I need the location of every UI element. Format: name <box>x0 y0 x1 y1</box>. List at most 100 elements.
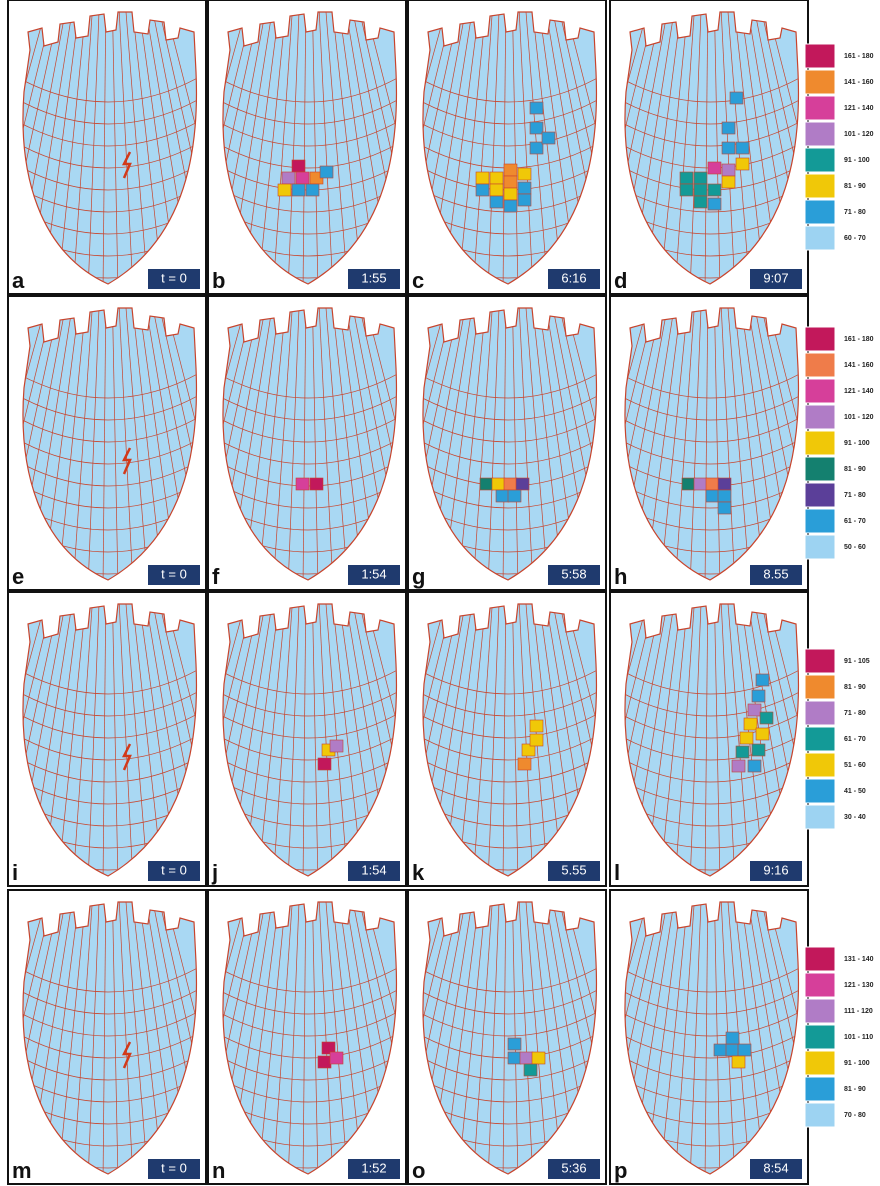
time-label: t = 0 <box>161 1160 187 1175</box>
legend-swatch <box>805 805 835 829</box>
marked-cell <box>508 1038 521 1050</box>
panel: d9:07 <box>570 0 840 294</box>
legend-swatch <box>805 483 835 507</box>
panel-letter: f <box>212 564 220 589</box>
time-label: 9:07 <box>763 270 788 285</box>
marked-cell <box>530 720 543 732</box>
panel: m t = 0 <box>0 890 238 1184</box>
panel: h 8.55 <box>570 296 840 590</box>
legend-label: 81 - 90 <box>844 466 866 473</box>
marked-cell <box>530 122 543 134</box>
marked-cell <box>504 478 517 490</box>
marked-cell <box>508 490 521 502</box>
legend-label: 81 - 90 <box>844 684 866 691</box>
legend-swatch <box>805 753 835 777</box>
legend-swatch <box>805 535 835 559</box>
legend-label: 101 - 120 <box>844 131 874 138</box>
legend-label: 161 - 180 <box>844 53 874 60</box>
marked-cell <box>748 704 761 716</box>
legend-label: 50 - 60 <box>844 544 866 551</box>
legend-swatch <box>805 509 835 533</box>
legend-swatch <box>805 174 835 198</box>
legend-swatch <box>805 122 835 146</box>
time-label: 9:16 <box>763 862 788 877</box>
marked-cell <box>292 184 305 196</box>
marked-cell <box>518 194 531 206</box>
marked-cell <box>306 184 319 196</box>
marked-cell <box>722 142 735 154</box>
legend-swatch <box>805 1077 835 1101</box>
marked-cell <box>726 1032 739 1044</box>
panel: l 9:16 <box>570 592 840 886</box>
marked-cell <box>492 478 505 490</box>
marked-cell <box>708 198 721 210</box>
legend-label: 91 - 100 <box>844 1060 870 1067</box>
marked-cell <box>318 758 331 770</box>
marked-cell <box>718 490 731 502</box>
panel-letter: k <box>412 860 425 885</box>
marked-cell <box>278 184 291 196</box>
panel-letter: g <box>412 564 425 589</box>
legend-label: 121 - 140 <box>844 388 874 395</box>
time-label: 1:54 <box>361 566 386 581</box>
marked-cell <box>296 478 309 490</box>
legend-swatch <box>805 226 835 250</box>
legend-label: 131 - 140 <box>844 956 874 963</box>
panel-letter: m <box>12 1158 32 1183</box>
marked-cell <box>732 760 745 772</box>
marked-cell <box>292 160 305 172</box>
time-label: 8.55 <box>763 566 788 581</box>
time-label: 6:16 <box>561 270 586 285</box>
legend-label: 51 - 60 <box>844 762 866 769</box>
marked-cell <box>708 162 721 174</box>
legend-swatch <box>805 353 835 377</box>
marked-cell <box>530 102 543 114</box>
legend-swatch <box>805 379 835 403</box>
marked-cell <box>718 502 731 514</box>
marked-cell <box>330 740 343 752</box>
legend-label: 141 - 160 <box>844 79 874 86</box>
marked-cell <box>476 172 489 184</box>
legend-swatch <box>805 200 835 224</box>
marked-cell <box>520 1052 533 1064</box>
marked-cell <box>736 142 749 154</box>
marked-cell <box>508 1052 521 1064</box>
marked-cell <box>732 1056 745 1068</box>
legend-label: 71 - 80 <box>844 710 866 717</box>
legend-label: 71 - 80 <box>844 209 866 216</box>
marked-cell <box>330 1052 343 1064</box>
legend-label: 30 - 40 <box>844 814 866 821</box>
marked-cell <box>530 142 543 154</box>
legend-label: 81 - 90 <box>844 183 866 190</box>
marked-cell <box>682 478 695 490</box>
marked-cell <box>722 164 735 176</box>
panel-letter: l <box>614 860 620 885</box>
marked-cell <box>726 1044 739 1056</box>
legend-swatch <box>805 947 835 971</box>
marked-cell <box>504 164 517 176</box>
panel-letter: h <box>614 564 627 589</box>
marked-cell <box>518 182 531 194</box>
marked-cell <box>496 490 509 502</box>
marked-cell <box>518 168 531 180</box>
legend-label: 141 - 160 <box>844 362 874 369</box>
legend-label: 60 - 70 <box>844 235 866 242</box>
legend-swatch <box>805 405 835 429</box>
panel-letter: c <box>412 268 424 293</box>
marked-cell <box>518 758 531 770</box>
legend-label: 101 - 120 <box>844 414 874 421</box>
panel-letter: e <box>12 564 24 589</box>
marked-cell <box>756 674 769 686</box>
panel-letter: n <box>212 1158 225 1183</box>
marked-cell <box>490 196 503 208</box>
marked-cell <box>296 172 309 184</box>
marked-cell <box>748 760 761 772</box>
marked-cell <box>310 478 323 490</box>
marked-cell <box>740 732 753 744</box>
panel: et = 0 <box>0 296 238 590</box>
legend-swatch <box>805 148 835 172</box>
marked-cell <box>680 172 693 184</box>
legend-swatch <box>805 457 835 481</box>
